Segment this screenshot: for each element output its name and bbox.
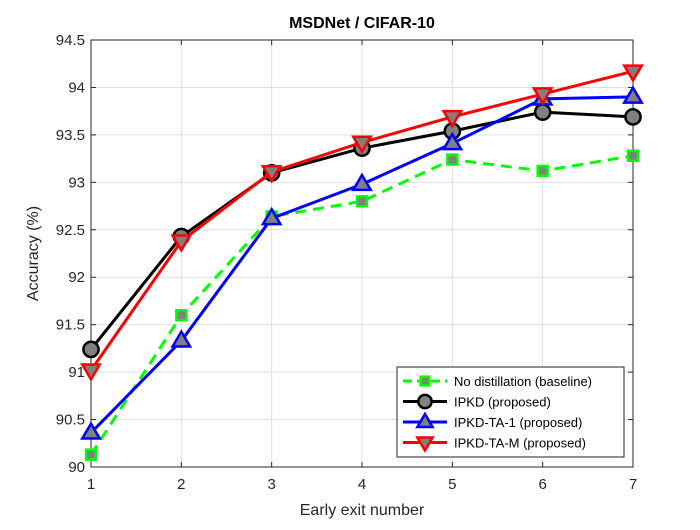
data-point-square: [446, 153, 459, 166]
data-point-square: [536, 164, 549, 178]
legend-label: IPKD-TA-1 (proposed): [454, 415, 582, 430]
data-point-square: [419, 375, 431, 387]
x-tick-label: 4: [358, 476, 366, 493]
series-4: [80, 64, 644, 382]
data-point-triangle-down: [441, 109, 464, 129]
data-point-triangle-up: [260, 206, 283, 226]
data-point-triangle-up: [622, 85, 644, 104]
legend-label: IPKD (proposed): [454, 395, 551, 410]
data-point-square: [355, 195, 369, 208]
data-point-triangle-up: [441, 131, 464, 151]
series-layer: [80, 64, 644, 461]
legend-item: IPKD-TA-1 (proposed): [403, 411, 582, 430]
legend-item: No distillation (baseline): [403, 374, 592, 389]
data-point-triangle-up: [415, 411, 435, 429]
legend: No distillation (baseline) IPKD (proposed…: [396, 366, 625, 458]
y-tick-label: 90: [68, 459, 85, 476]
data-point-triangle-down: [622, 64, 644, 83]
y-tick-label: 91.5: [56, 317, 85, 334]
y-tick-label: 90.5: [56, 412, 85, 429]
y-tick-label: 93: [68, 174, 85, 191]
x-tick-label: 7: [629, 476, 637, 493]
x-tick-label: 6: [538, 476, 546, 493]
data-point-square: [84, 448, 98, 461]
data-point-triangle-down: [531, 87, 554, 106]
data-point-triangle-up: [351, 172, 373, 192]
legend-label: No distillation (baseline): [454, 374, 592, 389]
data-point-triangle-down: [80, 363, 102, 382]
data-point-circle: [624, 108, 642, 126]
y-tick-label: 91: [68, 364, 85, 381]
legend-item: IPKD (proposed): [403, 393, 551, 410]
tick-labels: 1 2 3 4 5 6 7 90 90.5 91 91.5 92 92.5 93 93.5 94 94.5: [56, 32, 637, 493]
data-point-square: [175, 308, 188, 322]
data-point-square: [626, 149, 640, 162]
data-point-triangle-down: [415, 436, 435, 454]
y-tick-label: 94.5: [56, 32, 85, 49]
legend-label: IPKD-TA-M (proposed): [454, 436, 586, 451]
series-1: [84, 149, 640, 461]
data-point-circle: [82, 340, 100, 359]
x-tick-label: 5: [448, 476, 456, 493]
y-tick-label: 92.5: [56, 222, 85, 239]
y-tick-label: 94: [68, 79, 85, 96]
ticks: [90, 39, 634, 468]
chart-title: MSDNet / CIFAR-10: [289, 15, 435, 32]
data-point-triangle-down: [260, 164, 283, 184]
x-tick-label: 2: [177, 476, 185, 493]
y-tick-label: 92: [68, 269, 85, 286]
x-tick-label: 1: [87, 476, 95, 493]
x-tick-label: 3: [267, 476, 275, 493]
data-point-circle: [417, 393, 433, 410]
data-point-triangle-down: [351, 135, 373, 155]
y-axis-label: Accuracy (%): [25, 206, 42, 301]
data-point-triangle-up: [80, 421, 102, 440]
data-point-circle: [533, 103, 552, 121]
data-point-triangle-up: [170, 329, 193, 348]
x-axis-label: Early exit number: [300, 502, 425, 519]
legend-item: IPKD-TA-M (proposed): [403, 436, 586, 454]
data-point-triangle-down: [170, 234, 193, 253]
y-tick-label: 93.5: [56, 127, 85, 144]
